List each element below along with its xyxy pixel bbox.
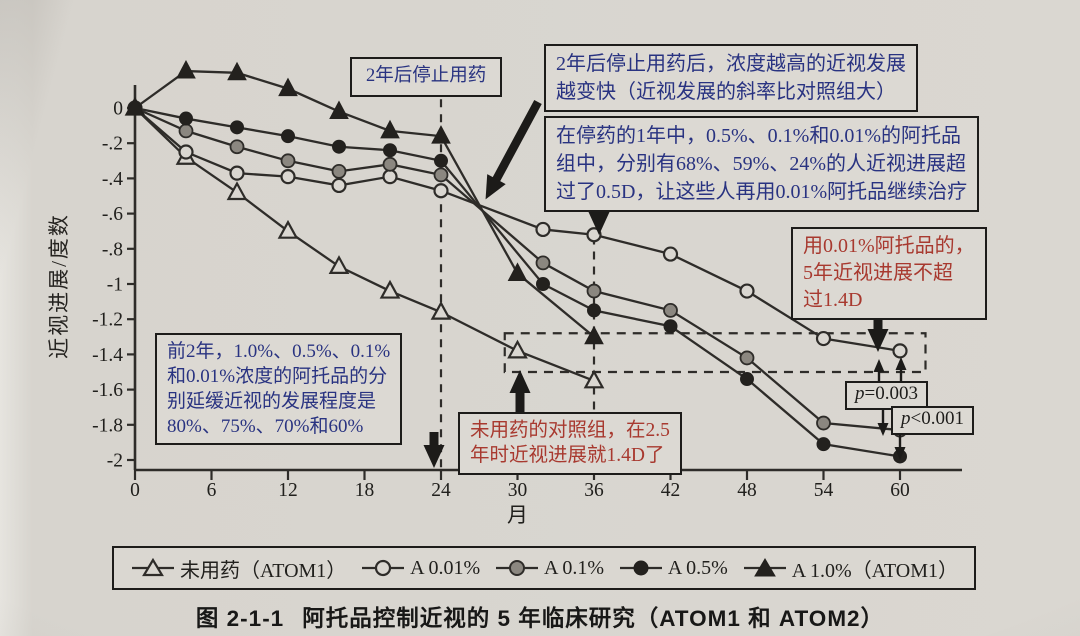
filled-triangle-marker-icon <box>743 558 786 577</box>
chart-legend: 未用药（ATOM1） A 0.01% A 0.1% A 0.5% <box>112 546 976 590</box>
legend-item-control: 未用药（ATOM1） <box>130 554 346 583</box>
gray-circle-marker-icon <box>496 560 538 576</box>
legend-item-a01: A 0.1% <box>494 557 604 580</box>
black-circle-marker-icon <box>619 560 662 576</box>
control-group-box: 未用药的对照组，在2.5 年时近视进展就1.4D了 <box>458 412 682 475</box>
svg-text:-1.6: -1.6 <box>92 380 123 401</box>
svg-text:0: 0 <box>113 99 123 120</box>
svg-text:-1.8: -1.8 <box>92 415 123 436</box>
p-symbol: p <box>901 408 911 429</box>
stop-treatment-box: 2年后停止用药 <box>350 57 503 97</box>
svg-text:48: 48 <box>737 480 757 501</box>
figure-title: 阿托品控制近视的 5 年临床研究（ATOM1 和 ATOM2） <box>302 606 885 631</box>
svg-text:-1: -1 <box>107 275 123 296</box>
svg-text:60: 60 <box>890 480 910 501</box>
svg-text:月: 月 <box>507 503 528 527</box>
svg-text:54: 54 <box>814 480 834 501</box>
svg-text:-.4: -.4 <box>102 169 123 190</box>
svg-text:12: 12 <box>278 480 298 501</box>
p-value-box-003: p=0.003 <box>845 381 928 410</box>
figure-caption: 图 2-1-1 阿托品控制近视的 5 年临床研究（ATOM1 和 ATOM2） <box>0 601 1080 633</box>
svg-text:0: 0 <box>130 480 140 501</box>
first-two-years-box: 前2年，1.0%、0.5%、0.1% 和0.01%浓度的阿托品的分 别延缓近视的… <box>155 333 403 446</box>
svg-text:18: 18 <box>355 480 375 501</box>
p-value: =0.003 <box>864 383 918 404</box>
svg-text:24: 24 <box>431 480 451 501</box>
legend-item-a05: A 0.5% <box>618 557 728 580</box>
p-symbol: p <box>855 383 865 404</box>
annotation-arrows <box>423 99 907 468</box>
y-axis-title: 近视进展/度数 <box>47 213 71 359</box>
svg-text:30: 30 <box>508 480 528 501</box>
svg-text:42: 42 <box>661 480 681 501</box>
slope-callout-arrow <box>485 99 542 200</box>
svg-text:-.2: -.2 <box>102 134 123 155</box>
svg-text:-2: -2 <box>107 451 123 472</box>
svg-text:-.8: -.8 <box>102 239 123 260</box>
svg-text:-1.4: -1.4 <box>92 345 123 366</box>
legend-item-a001: A 0.01% <box>360 557 480 580</box>
svg-text:-.6: -.6 <box>102 204 123 225</box>
svg-text:-1.2: -1.2 <box>92 310 123 331</box>
svg-text:36: 36 <box>584 480 604 501</box>
slope-comment-box: 2年后停止用药后，浓度越高的近视发展 越变快（近视发展的斜率比对照组大） <box>544 44 918 112</box>
open-triangle-marker-icon <box>132 557 174 577</box>
p-value: <0.001 <box>910 408 964 429</box>
washout-comment-box: 在停药的1年中，0.5%、0.1%和0.01%的阿托品 组中，分别有68%、59… <box>544 116 980 212</box>
low-dose-result-box: 用0.01%阿托品的， 5年近视进展不超 过1.4D <box>791 227 987 320</box>
open-circle-marker-icon <box>362 559 405 577</box>
figure-number: 图 2-1-1 <box>195 606 285 631</box>
legend-item-a10: A 1.0%（ATOM1） <box>742 554 958 583</box>
svg-text:6: 6 <box>207 480 217 501</box>
p-value-box-001: p<0.001 <box>891 406 974 435</box>
